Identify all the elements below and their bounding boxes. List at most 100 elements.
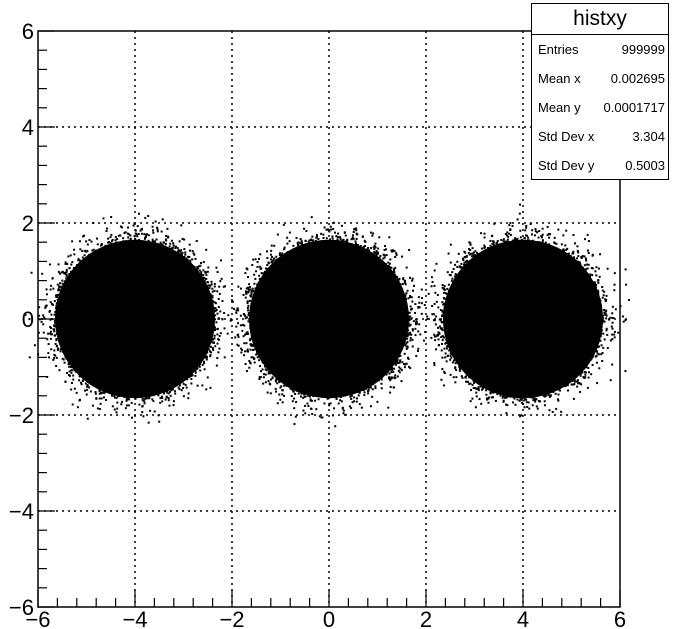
data-point <box>509 228 512 231</box>
data-point <box>594 339 597 342</box>
data-point <box>207 333 210 336</box>
data-point <box>576 371 579 374</box>
data-point <box>469 264 472 267</box>
data-point <box>538 245 541 248</box>
data-point <box>170 247 173 250</box>
data-point <box>194 369 197 372</box>
data-point <box>628 299 631 302</box>
data-point <box>370 380 373 383</box>
data-point <box>329 245 332 248</box>
data-point <box>38 314 41 317</box>
data-point <box>190 370 193 373</box>
data-point <box>490 249 493 252</box>
data-point <box>541 389 544 392</box>
data-point <box>367 249 370 252</box>
data-point <box>92 222 95 225</box>
data-point <box>331 393 334 396</box>
data-point <box>280 385 283 388</box>
data-point <box>390 367 393 370</box>
data-point <box>537 391 540 394</box>
data-point <box>172 385 175 388</box>
data-point <box>363 239 366 242</box>
data-point <box>487 401 490 404</box>
data-point <box>326 397 329 400</box>
data-point <box>180 249 183 252</box>
data-point <box>272 265 275 268</box>
data-point <box>208 328 211 331</box>
data-point <box>344 394 347 397</box>
data-point <box>599 311 602 314</box>
data-point <box>546 386 549 389</box>
data-point <box>60 286 63 289</box>
data-point <box>302 386 305 389</box>
data-point <box>203 338 206 341</box>
data-point <box>557 398 560 401</box>
data-point <box>604 300 607 303</box>
data-point <box>77 267 80 270</box>
data-point <box>274 368 277 371</box>
data-point <box>52 287 55 290</box>
data-point <box>398 343 401 346</box>
data-point <box>414 327 417 330</box>
data-point <box>239 287 242 290</box>
data-point <box>475 387 478 390</box>
data-point <box>187 397 190 400</box>
data-point <box>127 397 130 400</box>
data-point <box>519 203 522 206</box>
data-point <box>451 283 454 286</box>
data-point <box>389 278 392 281</box>
data-point <box>395 279 398 282</box>
data-point <box>121 400 124 403</box>
data-point <box>352 231 355 234</box>
data-point <box>45 293 48 296</box>
data-point <box>558 249 561 252</box>
data-point <box>119 247 122 250</box>
data-point <box>599 317 602 320</box>
data-point <box>271 260 274 263</box>
data-point <box>269 363 272 366</box>
data-point <box>264 267 267 270</box>
data-point <box>142 240 145 243</box>
data-point <box>407 356 410 359</box>
data-point <box>602 319 605 322</box>
data-point <box>580 274 583 277</box>
data-point <box>541 233 544 236</box>
data-point <box>103 384 106 387</box>
data-point <box>259 253 262 256</box>
data-point <box>55 295 58 298</box>
data-point <box>48 263 51 266</box>
data-point <box>147 239 150 242</box>
data-point <box>153 388 156 391</box>
data-point <box>435 315 438 318</box>
data-point <box>278 393 281 396</box>
data-point <box>60 303 63 306</box>
data-point <box>446 302 449 305</box>
data-point <box>95 397 98 400</box>
data-point <box>450 279 453 282</box>
data-point <box>53 349 56 352</box>
data-point <box>106 227 109 230</box>
data-point <box>33 344 36 347</box>
data-point <box>405 345 408 348</box>
data-point <box>505 403 508 406</box>
data-point <box>464 362 467 365</box>
data-point <box>480 402 483 405</box>
data-point <box>71 280 74 283</box>
data-point <box>299 238 302 241</box>
data-point <box>450 306 453 309</box>
data-point <box>606 267 609 270</box>
data-point <box>571 261 574 264</box>
data-point <box>200 282 203 285</box>
data-point <box>113 395 116 398</box>
data-point <box>467 251 470 254</box>
data-point <box>124 407 127 410</box>
data-point <box>605 327 608 330</box>
data-point <box>594 330 597 333</box>
data-point <box>149 393 152 396</box>
data-point <box>499 391 502 394</box>
data-point <box>316 391 319 394</box>
data-point <box>275 390 278 393</box>
data-point <box>209 300 212 303</box>
data-point <box>514 403 517 406</box>
data-point <box>461 360 464 363</box>
